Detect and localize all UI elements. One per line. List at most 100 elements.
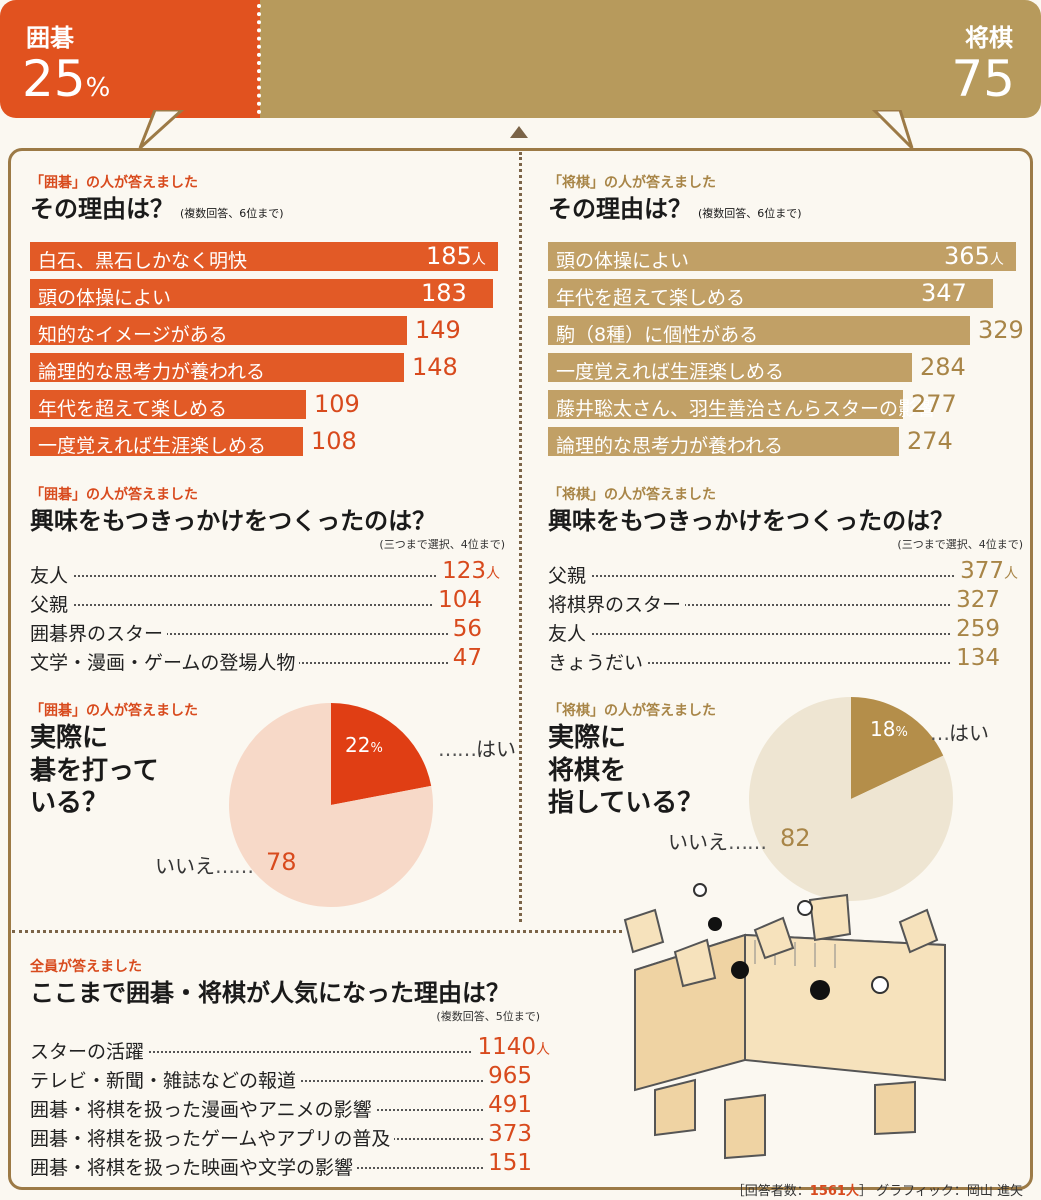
all-reasons-sub: 全員が答えました — [30, 959, 142, 975]
list-row: 囲碁・将棋を扱った映画や文学の影響 151 — [30, 1150, 550, 1180]
bar-value: 329 — [978, 316, 1024, 344]
bar — [548, 279, 993, 308]
list-value: 151 — [484, 1150, 532, 1176]
go-trigger-question: 興味をもつきっかけをつくったのは？ — [30, 507, 437, 535]
go-yes-value: 22% — [345, 733, 383, 757]
footer-prefix: ［回答者数： — [731, 1184, 810, 1199]
all-reasons-question: ここまで囲碁・将棋が人気になった理由は？ — [30, 979, 510, 1007]
shogi-yes-label: …はい — [930, 721, 989, 745]
unit-label: 人 — [1004, 566, 1018, 582]
white-stone-icon — [693, 883, 707, 897]
bar-value: 284 — [920, 353, 966, 381]
list-value: 491 — [484, 1092, 532, 1118]
bar-label: 駒（8種）に個性がある — [556, 324, 759, 346]
dotted-leader — [34, 633, 456, 635]
shogi-no-label: いいえ…… — [668, 830, 767, 854]
banner-divider — [257, 4, 261, 114]
bar-label: 論理的な思考力が養われる — [556, 435, 784, 457]
list-row: 囲碁・将棋を扱った漫画やアニメの影響 491 — [30, 1092, 550, 1122]
go-ratio-block — [0, 0, 260, 118]
list-value: 134 — [952, 645, 1000, 671]
footer-credit: ［回答者数：1561人］ グラフィック：岡山 進矢 — [732, 1180, 1023, 1199]
footer-suffix: ］ グラフィック：岡山 進矢 — [858, 1184, 1023, 1199]
bar-label: 年代を超えて楽しめる — [556, 287, 746, 309]
bar — [30, 242, 498, 271]
shogi-playing-q1: 実際に — [548, 723, 627, 753]
go-trigger-note: (三つまで選択、4位まで) — [379, 538, 505, 551]
go-playing-question: 実際に 碁を打って いる？ — [30, 722, 240, 820]
go-yes-unit: % — [370, 741, 383, 756]
bar-value: 109 — [314, 390, 360, 418]
list-row: テレビ・新聞・雑誌などの報道 965 — [30, 1063, 550, 1093]
bar-value: 148 — [412, 353, 458, 381]
bar-row: 年代を超えて楽しめる 347 — [548, 275, 1028, 312]
list-value: 47 — [448, 645, 482, 671]
bar — [30, 427, 303, 456]
shogi-percent: 75 — [951, 50, 1015, 108]
bar-row: 論理的な思考力が養われる 148 — [30, 349, 510, 386]
go-no-label: いいえ…… — [155, 854, 254, 878]
list-row: きょうだい 134 — [548, 645, 1018, 675]
bar-label: 頭の体操によい — [38, 287, 172, 309]
list-label: 囲碁・将棋を扱ったゲームやアプリの普及 — [30, 1124, 395, 1151]
dotted-leader — [552, 662, 974, 664]
shogi-piece-board-icon — [673, 938, 717, 988]
go-reasons-question: その理由は？ — [30, 195, 174, 223]
list-label: 将棋界のスター — [548, 590, 686, 617]
unit-label: 人 — [989, 252, 1004, 268]
black-stone-icon — [731, 961, 749, 979]
all-reasons-list: スターの活躍 1140人 テレビ・新聞・雑誌などの報道 965 囲碁・将棋を扱った漫画や… — [30, 1034, 550, 1180]
shogi-yes-number: 18 — [870, 717, 896, 741]
center-arrow-icon — [510, 126, 528, 138]
list-value: 259 — [952, 616, 1000, 642]
bar — [548, 390, 903, 419]
list-row: 囲碁界のスター 56 — [30, 616, 500, 646]
go-playing-q3: いる？ — [30, 788, 109, 818]
dotted-leader — [552, 604, 974, 606]
ratio-banner: 囲碁 25% 将棋 75 — [0, 0, 1041, 120]
go-reasons-bars: 白石、黒石しかなく明快 185人 頭の体操によい 183 知的なイメージがある 149 論理… — [30, 238, 510, 460]
list-row: 友人 123人 — [30, 558, 500, 588]
go-percent: 25% — [22, 50, 110, 108]
go-reasons-note: (複数回答、6位まで) — [180, 207, 284, 220]
shogi-reasons-section: 「将棋」の人が答えました その理由は？ (複数回答、6位まで) — [548, 172, 1028, 224]
bar-value: 185人 — [426, 242, 486, 270]
pie-slice-no — [228, 703, 433, 907]
list-label: きょうだい — [548, 648, 648, 675]
list-row: 将棋界のスター 327 — [548, 587, 1018, 617]
bar-value: 108 — [311, 427, 357, 455]
bar-value: 149 — [415, 316, 461, 344]
list-row: 父親 104 — [30, 587, 500, 617]
bar — [548, 427, 899, 456]
bar-label: 白石、黒石しかなく明快 — [38, 250, 248, 272]
bar — [548, 316, 970, 345]
shogi-ratio-block — [260, 0, 1041, 118]
go-pointer — [138, 110, 185, 150]
go-yes-number: 22 — [345, 733, 371, 757]
board-leg-front — [724, 1093, 766, 1160]
go-pie-chart — [228, 703, 433, 907]
bar — [548, 242, 1016, 271]
shogi-reasons-bars: 頭の体操によい 365人 年代を超えて楽しめる 347 駒（8種）に個性がある 329 一度… — [548, 238, 1028, 460]
pie-slice-yes — [851, 697, 944, 799]
list-label: 友人 — [30, 561, 73, 588]
go-percent-unit: % — [85, 73, 111, 103]
all-reasons-section: 全員が答えました ここまで囲碁・将棋が人気になった理由は？ (複数回答、5位まで… — [30, 956, 550, 1024]
go-reasons-section: 「囲碁」の人が答えました その理由は？ (複数回答、6位まで) — [30, 172, 510, 224]
unit-label: 人 — [486, 566, 500, 582]
shogi-trigger-sub: 「将棋」の人が答えました — [548, 487, 716, 503]
bar-label: 藤井聡太さん、羽生善治さんらスターの影響 — [556, 398, 937, 420]
bar-label: 一度覚えれば生涯楽しめる — [556, 361, 785, 383]
list-label: 囲碁界のスター — [30, 619, 168, 646]
list-value: 123人 — [438, 558, 500, 584]
shogi-trigger-question: 興味をもつきっかけをつくったのは？ — [548, 507, 955, 535]
list-value: 373 — [484, 1121, 532, 1147]
shogi-playing-question: 実際に 将棋を 指している？ — [548, 722, 758, 820]
bar-label: 知的なイメージがある — [38, 324, 228, 346]
bar-row: 年代を超えて楽しめる 109 — [30, 386, 510, 423]
shogi-reasons-note: (複数回答、6位まで) — [698, 207, 802, 220]
pie-slice-yes — [331, 703, 432, 805]
go-board-illustration — [623, 883, 946, 1160]
bar-row: 一度覚えれば生涯楽しめる 108 — [30, 423, 510, 460]
list-label: 囲碁・将棋を扱った漫画やアニメの影響 — [30, 1095, 376, 1122]
